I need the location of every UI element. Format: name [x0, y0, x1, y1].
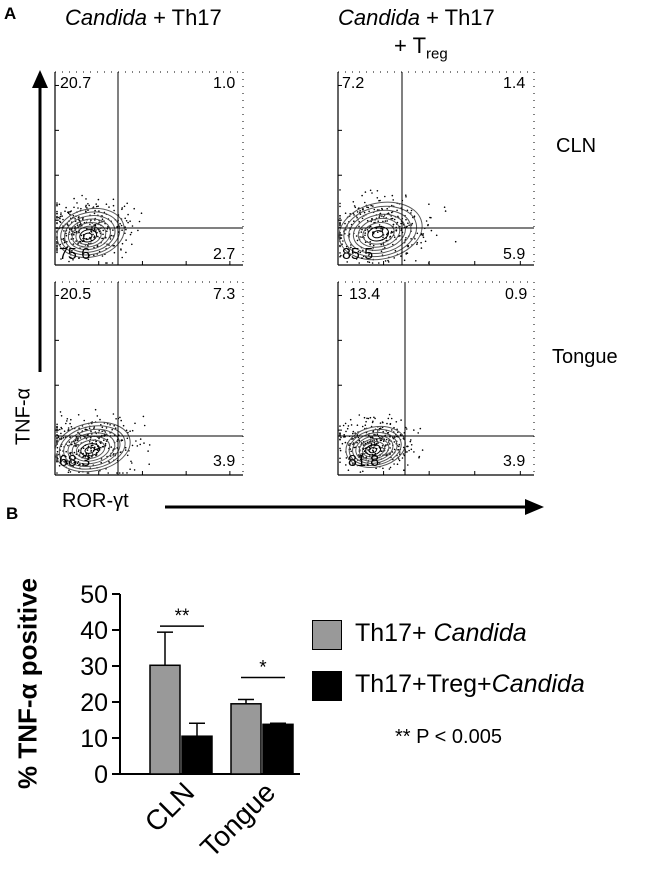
- panel-b-letter: B: [6, 504, 19, 523]
- column-header-treg: Candida + Th17: [338, 5, 495, 31]
- bar-y-tick-label-0: 0: [94, 761, 108, 789]
- quad-tongue-treg-ll: 81.8: [348, 453, 380, 470]
- facs-contours: [54, 421, 131, 473]
- legend-swatch-th17-candida: [312, 620, 342, 650]
- quad-cln-treg-ul: 7.2: [342, 75, 365, 92]
- x-axis-arrow-head: [525, 499, 544, 515]
- bar-cln-series-1: [181, 735, 213, 775]
- legend-swatch-th17-treg-candida: [312, 671, 342, 701]
- facs-plots: [54, 71, 535, 476]
- x-axis-label-ror: ROR-γt: [62, 490, 129, 512]
- legend-label-th17-treg-candida-plain: Th17+Treg+: [355, 670, 492, 698]
- column-header-treg-italic: Candida: [338, 5, 420, 30]
- quad-tongue-th17-ul: 20.5: [60, 286, 92, 303]
- quad-tongue-treg-ur: 0.9: [505, 286, 528, 303]
- quad-tongue-th17-ll: 68.3: [59, 453, 91, 470]
- quad-cln-treg-ur: 1.4: [503, 75, 526, 92]
- facs-plot-tongue-treg: [337, 281, 535, 476]
- y-axis-arrow-head: [32, 70, 48, 88]
- significance-stars-tongue: *: [259, 657, 267, 678]
- bar-y-tick-label-10: 10: [80, 725, 108, 753]
- quad-tongue-treg-lr: 3.9: [503, 453, 526, 470]
- bar-y-tick-label-50: 50: [80, 581, 108, 609]
- bar-tongue-series-1: [262, 723, 294, 775]
- bar-cln-series-0: [149, 664, 181, 775]
- legend-label-th17-treg-candida: Th17+Treg+Candida: [355, 670, 585, 699]
- quad-cln-th17-ur: 1.0: [213, 75, 236, 92]
- column-header-th17-italic: Candida: [65, 5, 147, 30]
- quad-tongue-th17-ur: 7.3: [213, 286, 236, 303]
- facs-plot-cln-treg: [337, 71, 535, 266]
- column-header-treg-sub: reg: [426, 45, 448, 63]
- legend-label-th17-candida-italic: Candida: [433, 619, 527, 647]
- quad-cln-th17-lr: 2.7: [213, 246, 236, 263]
- bar-chart: 0 10 20 30 40 50 ** CLN * Tongue: [80, 581, 300, 863]
- facs-dots: [56, 408, 151, 474]
- bar-y-tick-label-40: 40: [80, 617, 108, 645]
- column-header-treg-line2: + Treg: [394, 33, 448, 62]
- column-header-treg-rest: + Th17: [419, 5, 495, 30]
- quad-cln-treg-lr: 5.9: [503, 246, 526, 263]
- facs-contours: [345, 425, 406, 468]
- category-label-tongue: Tongue: [194, 776, 281, 863]
- legend-label-th17-candida-plain: Th17+: [355, 619, 434, 647]
- quad-cln-treg-ll: 85.5: [342, 246, 374, 263]
- column-header-treg-line2-text: + T: [394, 33, 427, 58]
- row-label-tongue: Tongue: [552, 346, 618, 368]
- column-header-th17-rest: + Th17: [146, 5, 222, 30]
- bar-y-tick-label-20: 20: [80, 689, 108, 717]
- significance-footnote: ** P < 0.005: [395, 726, 502, 748]
- y-axis-arrow: [32, 70, 48, 372]
- significance-stars-cln: **: [175, 606, 190, 627]
- legend-label-th17-candida: Th17+ Candida: [355, 619, 527, 648]
- quad-tongue-treg-ul: 13.4: [349, 286, 381, 303]
- legend-label-th17-treg-candida-italic: Candida: [491, 670, 585, 698]
- facs-plot-cln-th17: [54, 71, 244, 266]
- facs-contours: [338, 201, 423, 261]
- x-axis-arrow: [165, 499, 544, 515]
- category-label-cln: CLN: [139, 776, 201, 838]
- bar-tongue-series-0: [230, 703, 262, 775]
- quad-tongue-th17-lr: 3.9: [213, 453, 236, 470]
- panel-a-letter: A: [4, 4, 17, 23]
- facs-plot-tongue-th17: [54, 281, 244, 476]
- facs-contours: [56, 207, 125, 258]
- row-label-cln: CLN: [556, 135, 597, 157]
- bar-y-tick-label-30: 30: [80, 653, 108, 681]
- quad-cln-th17-ul: 20.7: [60, 75, 92, 92]
- quad-cln-th17-ll: 75.6: [59, 246, 91, 263]
- column-header-th17: Candida + Th17: [65, 5, 222, 31]
